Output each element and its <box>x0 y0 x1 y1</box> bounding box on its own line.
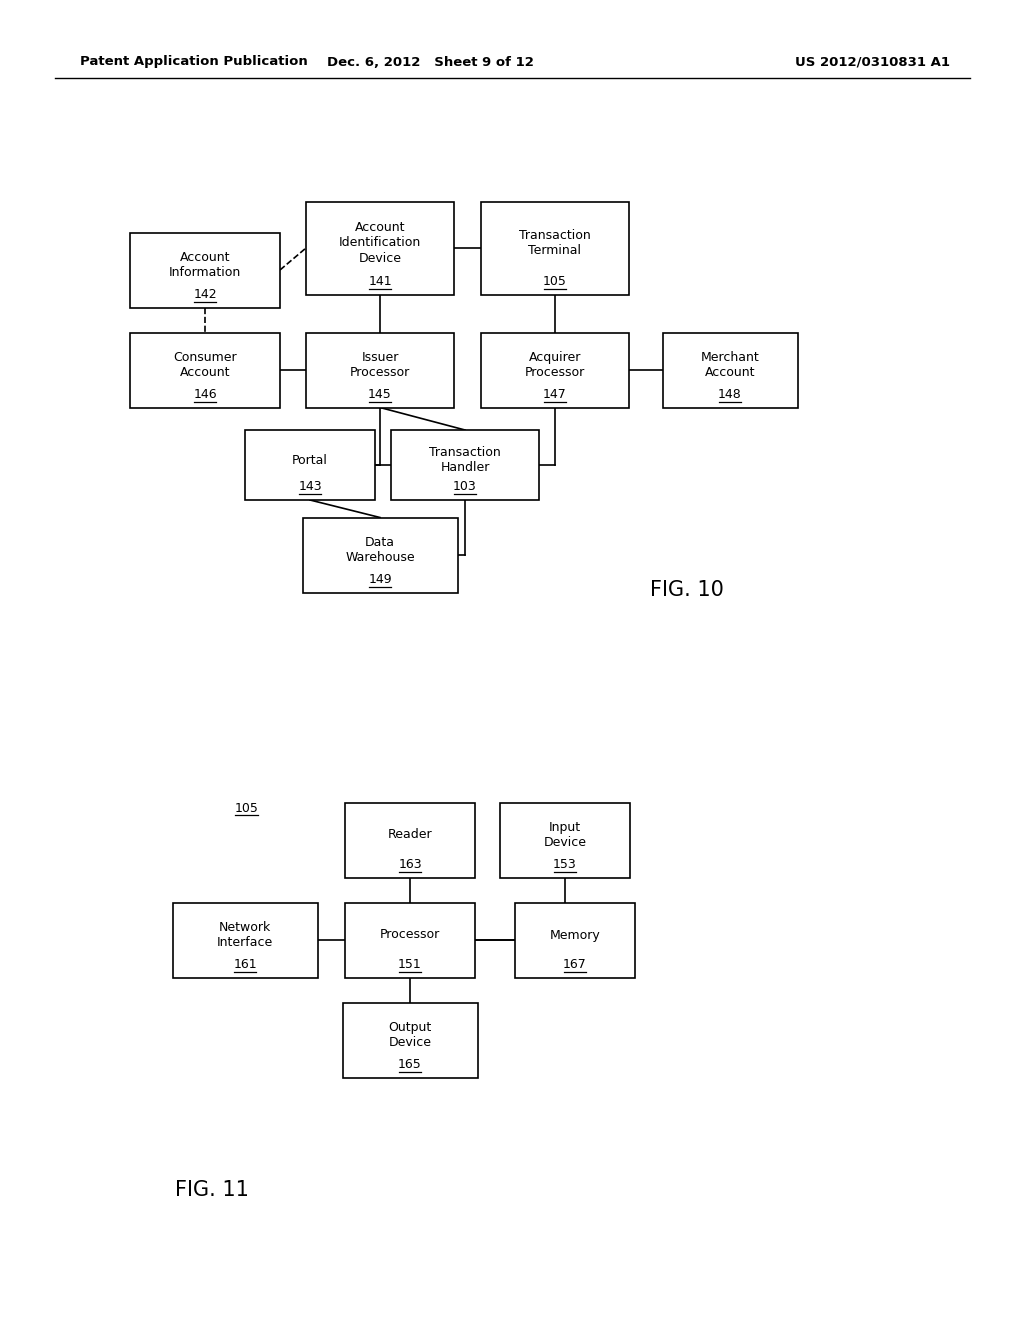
Text: Account
Information: Account Information <box>169 251 241 280</box>
Text: Portal: Portal <box>292 454 328 466</box>
Bar <box>245 430 375 500</box>
Text: Output
Device: Output Device <box>388 1020 432 1049</box>
Text: 143: 143 <box>298 480 322 494</box>
Text: Processor: Processor <box>380 928 440 941</box>
Text: Transaction
Handler: Transaction Handler <box>429 446 501 474</box>
Text: Data
Warehouse: Data Warehouse <box>345 536 415 564</box>
Text: 141: 141 <box>369 275 392 288</box>
Bar <box>130 333 280 408</box>
Text: Patent Application Publication: Patent Application Publication <box>80 55 308 69</box>
Text: Merchant
Account: Merchant Account <box>700 351 760 379</box>
Text: FIG. 11: FIG. 11 <box>175 1180 249 1200</box>
Text: Input
Device: Input Device <box>544 821 587 849</box>
Bar <box>663 333 798 408</box>
Text: 145: 145 <box>368 388 392 401</box>
Text: Dec. 6, 2012   Sheet 9 of 12: Dec. 6, 2012 Sheet 9 of 12 <box>327 55 534 69</box>
Text: 147: 147 <box>543 388 567 401</box>
Bar <box>391 430 539 500</box>
Bar <box>515 903 635 978</box>
Text: 148: 148 <box>718 388 741 401</box>
Text: Acquirer
Processor: Acquirer Processor <box>525 351 585 379</box>
Bar <box>342 1002 477 1077</box>
Text: 105: 105 <box>543 275 567 288</box>
Bar <box>306 202 454 294</box>
Text: Reader: Reader <box>388 829 432 842</box>
Text: Consumer
Account: Consumer Account <box>173 351 237 379</box>
Bar <box>481 202 629 294</box>
Text: US 2012/0310831 A1: US 2012/0310831 A1 <box>795 55 950 69</box>
Text: Network
Interface: Network Interface <box>217 921 273 949</box>
Text: 151: 151 <box>398 958 422 972</box>
Text: 142: 142 <box>194 288 217 301</box>
Text: 103: 103 <box>454 480 477 494</box>
Bar <box>302 517 458 593</box>
Text: Account
Identification
Device: Account Identification Device <box>339 220 421 265</box>
Bar <box>130 232 280 308</box>
Text: Issuer
Processor: Issuer Processor <box>350 351 411 379</box>
Bar <box>345 803 475 878</box>
Text: 161: 161 <box>233 958 257 972</box>
Text: 167: 167 <box>563 958 587 972</box>
Text: 165: 165 <box>398 1059 422 1071</box>
Bar <box>172 903 317 978</box>
Text: FIG. 10: FIG. 10 <box>650 579 724 601</box>
Bar <box>500 803 630 878</box>
Bar <box>306 333 454 408</box>
Text: 105: 105 <box>234 801 259 814</box>
Bar <box>481 333 629 408</box>
Text: 163: 163 <box>398 858 422 871</box>
Text: 153: 153 <box>553 858 577 871</box>
Text: Memory: Memory <box>550 928 600 941</box>
Text: 149: 149 <box>369 573 392 586</box>
Text: Transaction
Terminal: Transaction Terminal <box>519 228 591 257</box>
Text: 146: 146 <box>194 388 217 401</box>
Bar <box>345 903 475 978</box>
